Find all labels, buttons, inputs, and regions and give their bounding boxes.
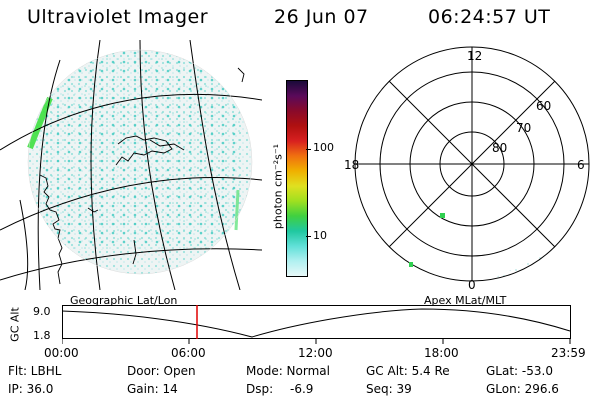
gc-alt-axis-title: GC Alt <box>8 307 22 342</box>
mlt-label-18: 18 <box>344 158 359 172</box>
polar-grid <box>354 46 590 282</box>
colorbar-gradient <box>287 81 307 276</box>
seq-status: Seq: 39 <box>366 382 412 396</box>
altitude-timeline <box>62 305 571 344</box>
dsp-value: -6.9 <box>290 382 314 396</box>
colorbar-tick-10: 10 <box>313 229 327 242</box>
instrument-title: Ultraviolet Imager <box>27 6 209 28</box>
ip-status: IP: 36.0 <box>8 382 54 396</box>
y-tick-1.8: 1.8 <box>33 329 51 342</box>
geo-lat-lon-label: Geographic Lat/Lon <box>70 294 178 307</box>
dsp-label: Dsp: <box>246 382 274 396</box>
polar-plot: 12 18 6 0 60 70 80 <box>344 46 590 290</box>
apex-mlat-mlt-label: Apex MLat/MLT <box>424 294 507 307</box>
mode-status: Mode: Normal <box>246 364 330 378</box>
lat-label-70: 70 <box>516 121 531 135</box>
door-status: Door: Open <box>127 364 196 378</box>
mlt-label-0: 0 <box>468 278 476 290</box>
time-label: 06:24:57 UT <box>428 6 551 28</box>
altitude-curve <box>62 308 571 338</box>
gain-status: Gain: 14 <box>127 382 178 396</box>
gc-alt-status: GC Alt: 5.4 Re <box>366 364 450 378</box>
x-tick-1800: 18:00 <box>424 346 459 360</box>
y-tick-9: 9.0 <box>33 305 51 318</box>
lat-label-60: 60 <box>536 99 551 113</box>
colorbar-unit-label: photon cm⁻²s⁻¹ <box>271 143 285 230</box>
auroral-image <box>28 50 252 274</box>
filter-status: Flt: LBHL <box>8 364 62 378</box>
mlt-label-6: 6 <box>577 158 585 172</box>
x-tick-0600: 06:00 <box>171 346 206 360</box>
colorbar-tick-100: 100 <box>313 141 334 154</box>
auroral-arc <box>27 96 53 150</box>
mlt-label-12: 12 <box>467 49 482 63</box>
polar-aurora-patch <box>490 240 589 281</box>
date-label: 26 Jun 07 <box>274 6 369 28</box>
glat-status: GLat: -53.0 <box>486 364 553 378</box>
polar-spot <box>440 213 445 218</box>
geographic-map <box>0 40 262 290</box>
colorbar <box>286 80 308 277</box>
x-tick-0000: 00:00 <box>44 346 79 360</box>
x-tick-1200: 12:00 <box>298 346 333 360</box>
lat-lon-grid <box>0 40 262 290</box>
x-tick-2359: 23:59 <box>551 346 586 360</box>
coastline <box>39 67 245 285</box>
lat-label-80: 80 <box>492 141 507 155</box>
glon-status: GLon: 296.6 <box>486 382 559 396</box>
